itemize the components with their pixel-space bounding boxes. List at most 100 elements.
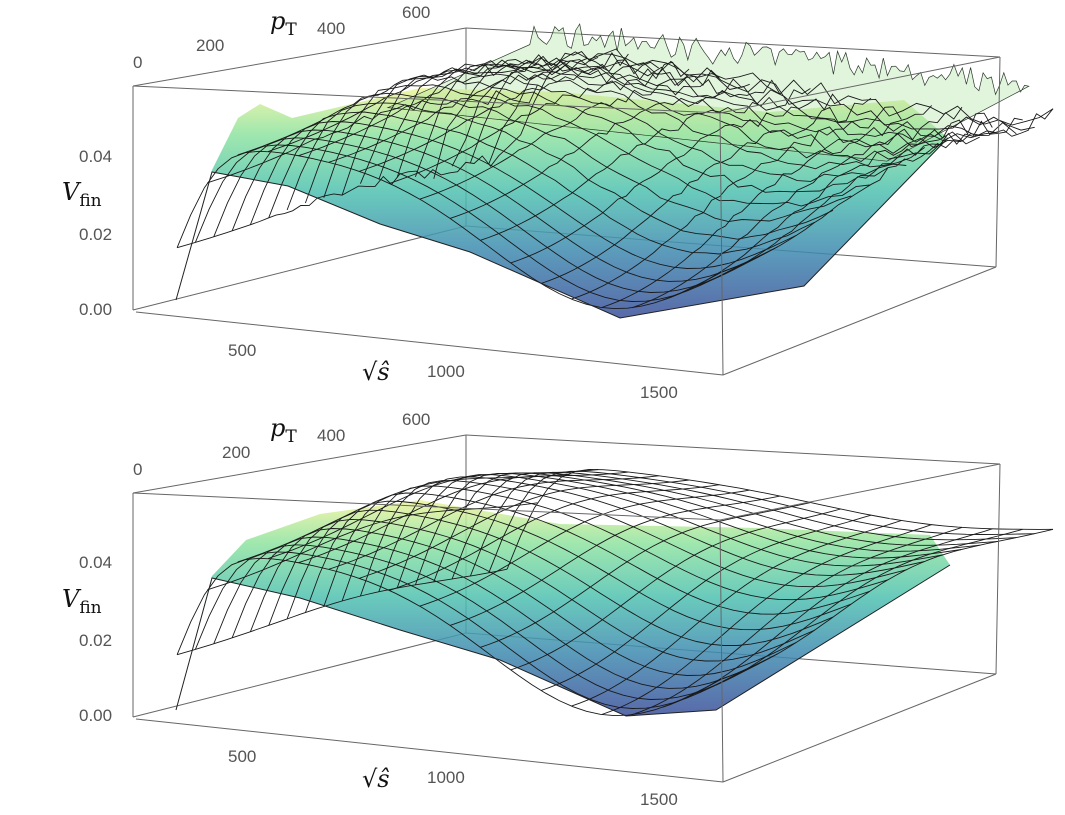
box-edge: [132, 492, 721, 521]
mesh-line: [237, 473, 568, 563]
mesh-line: [176, 568, 508, 656]
mesh-line: [358, 479, 690, 579]
z-axis-label: Vfin: [62, 585, 102, 618]
z-axis-label: Vfin: [62, 178, 102, 211]
y-axis-label: pT: [270, 414, 297, 447]
surface-plot-top: 0.00 0.02 0.04 500 1000 1500 0 200 400 6…: [62, 3, 1054, 402]
y-tick-label: 600: [402, 410, 430, 429]
x-tick-label: 1000: [427, 362, 465, 381]
mesh-line: [207, 502, 538, 591]
mesh-line: [449, 79, 781, 219]
mesh-line: [298, 471, 629, 564]
mesh-line: [419, 489, 750, 607]
y-axis-label-sub: T: [285, 427, 297, 447]
z-tick-label: 0.02: [79, 631, 112, 650]
surface-noise-crest: [386, 23, 1030, 162]
mesh-line: [298, 51, 629, 157]
y-tick-label: 200: [196, 36, 224, 55]
mesh-line: [692, 117, 1023, 288]
box-edge: [465, 434, 1001, 465]
mesh-line: [237, 55, 568, 156]
mesh-line: [662, 112, 993, 301]
x-tick-label: 500: [228, 341, 256, 360]
box-edge: [719, 56, 1001, 114]
z-tick-label: 0.04: [79, 147, 112, 166]
mesh-line: [419, 78, 750, 200]
axis-ticks: 0.00 0.02 0.04 500 1000 1500 0 200 400 6…: [79, 410, 678, 809]
mesh-line: [267, 51, 599, 152]
mesh-line: [540, 97, 872, 284]
mesh-line: [480, 502, 811, 648]
mesh-line: [323, 84, 870, 207]
box-edge: [995, 56, 1001, 268]
x-tick-label: 1500: [640, 790, 678, 809]
z-tick-label: 0.04: [79, 553, 112, 572]
box-edge: [132, 632, 467, 718]
mesh-line: [692, 528, 1023, 695]
bounding-box-front: [132, 56, 1001, 376]
box-edge: [995, 463, 1001, 675]
box-edge: [465, 27, 1001, 58]
mesh-line: [480, 88, 811, 241]
mesh-line: [176, 147, 508, 249]
surface-front-edge: [175, 564, 951, 717]
y-axis-label: pT: [270, 7, 297, 40]
box-edge: [132, 85, 721, 114]
mesh-line: [510, 93, 842, 264]
x-tick-label: 1500: [640, 383, 678, 402]
y-tick-label: 400: [317, 19, 345, 38]
y-axis-label-sub: T: [285, 20, 297, 40]
z-axis-label-sub: fin: [79, 191, 101, 211]
y-axis-label-main: p: [270, 414, 285, 442]
x-axis-label: √ŝ: [362, 765, 390, 793]
z-tick-label: 0.00: [79, 300, 112, 319]
surface-group: [175, 469, 1054, 717]
y-tick-label: 200: [222, 443, 250, 462]
mesh-line: [631, 526, 963, 716]
box-edge: [722, 673, 997, 783]
mesh-line: [601, 524, 932, 715]
box-edge: [135, 718, 724, 783]
mesh-line: [571, 106, 902, 300]
mesh-line: [358, 61, 690, 172]
y-axis-label-main: p: [270, 7, 285, 35]
x-tick-label: 500: [228, 747, 256, 766]
surface-mesh: [176, 469, 1054, 717]
surface-front-edge: [175, 137, 949, 319]
mesh-line: [631, 106, 963, 309]
box-edge: [132, 225, 467, 311]
z-axis-label-main: V: [62, 585, 82, 613]
mesh-line: [571, 520, 902, 707]
z-tick-label: 0.00: [79, 706, 112, 725]
surface-plot-bottom: 0.00 0.02 0.04 500 1000 1500 0 200 400 6…: [62, 410, 1054, 809]
mesh-line: [540, 514, 872, 691]
surface-mesh: [176, 48, 1054, 310]
mesh-line: [389, 69, 720, 184]
mesh-line: [378, 69, 925, 180]
box-edge: [135, 311, 724, 376]
y-tick-label: 400: [317, 426, 345, 445]
z-tick-label: 0.02: [79, 225, 112, 244]
mesh-line: [449, 495, 781, 626]
mesh-line: [601, 105, 933, 308]
y-tick-label: 0: [133, 53, 142, 72]
box-edge: [132, 434, 467, 494]
x-axis-label: √ŝ: [362, 358, 390, 386]
mesh-line: [662, 528, 993, 708]
z-axis-label-main: V: [62, 178, 82, 206]
axis-ticks: 0.00 0.02 0.04 500 1000 1500 0 200 400 6…: [79, 3, 678, 402]
y-tick-label: 0: [133, 460, 142, 479]
y-tick-label: 600: [402, 3, 430, 22]
surface-side-face: [176, 88, 948, 318]
box-edge: [132, 27, 467, 87]
bounding-box-front: [132, 463, 1001, 783]
box-edge: [719, 519, 724, 783]
mesh-line: [722, 108, 1054, 272]
box-edge: [719, 463, 1001, 521]
mesh-line: [488, 53, 1035, 165]
mesh-line: [510, 508, 841, 671]
surface-group: [175, 23, 1054, 319]
mesh-line: [389, 484, 720, 591]
box-edge: [722, 266, 997, 376]
